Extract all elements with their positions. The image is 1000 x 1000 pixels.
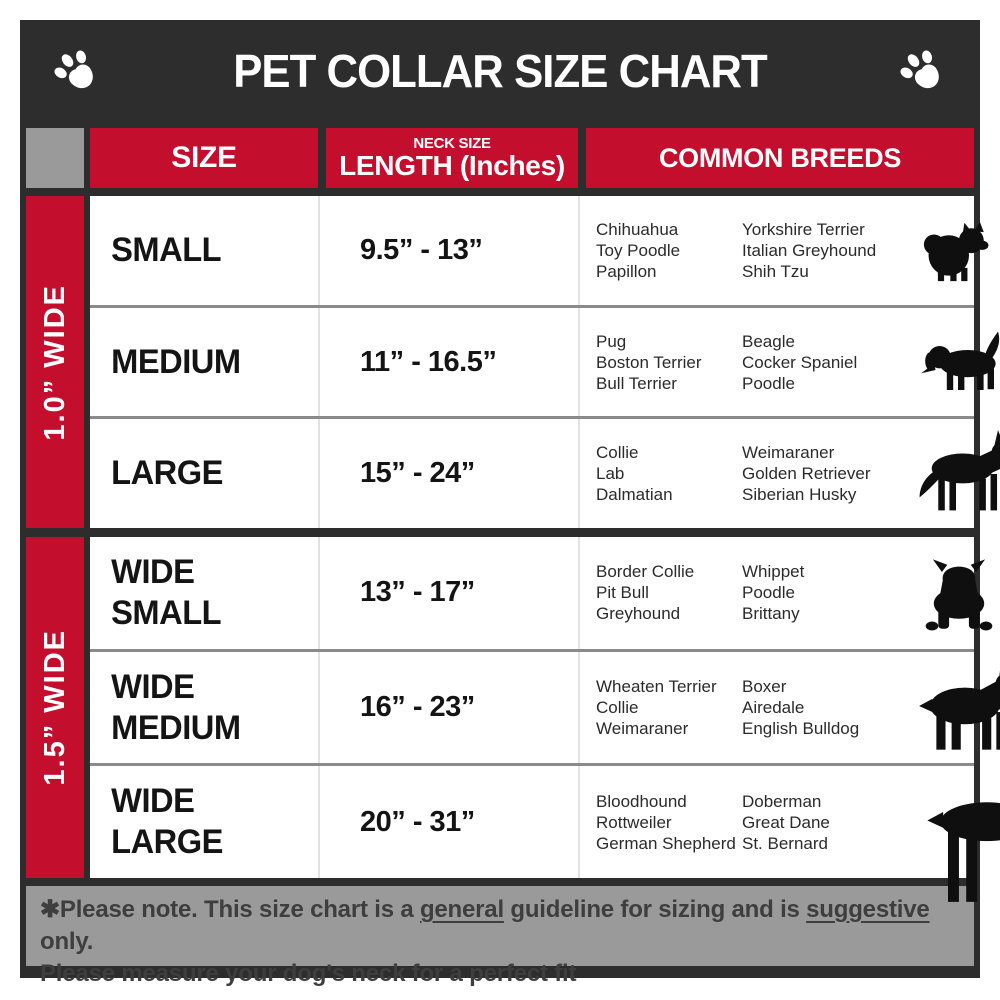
width-band-label: 1.0” WIDE: [38, 283, 71, 441]
corner-spacer: [26, 128, 84, 188]
column-header-length-sub: LENGTH (Inches): [339, 149, 565, 181]
column-header-neck-length: NECK SIZE LENGTH (Inches): [326, 128, 578, 188]
page-title: PET COLLAR SIZE CHART: [233, 45, 768, 97]
table-row: LARGE 15” - 24” Collie Lab Dalmatian Weima…: [90, 416, 974, 528]
neck-length-value: 13” - 17”: [360, 576, 475, 609]
breeds-column-2: Beagle Cocker Spaniel Poodle: [742, 331, 858, 393]
column-divider: [578, 196, 580, 528]
size-label: MEDIUM: [111, 342, 241, 381]
table-row: WIDE MEDIUM 16” - 23” Wheaten Terrier Col…: [90, 648, 974, 764]
column-divider: [578, 537, 580, 878]
section-1-0-wide: SMALL 9.5” - 13” Chihuahua Toy Poodle Papi…: [90, 196, 974, 528]
column-divider: [318, 196, 320, 528]
breeds-column-1: Collie Lab Dalmatian: [596, 443, 673, 505]
german-shepherd-silhouette-icon: [914, 424, 1000, 524]
breeds-cell: Chihuahua Toy Poodle Papillon Yorkshire Te…: [580, 196, 1000, 305]
size-label: SMALL: [111, 230, 222, 269]
size-label: LARGE: [111, 454, 223, 493]
neck-length-value: 20” - 31”: [360, 805, 475, 838]
breeds-column-1: Pug Boston Terrier Bull Terrier: [596, 331, 702, 393]
doberman-silhouette-icon: [914, 740, 1000, 935]
paw-print-icon: [896, 44, 950, 98]
breeds-column-2: Doberman Great Dane St. Bernard: [742, 791, 830, 853]
title-bar: PET COLLAR SIZE CHART: [20, 20, 980, 120]
footer-note-line-1: ✱Please note. This size chart is a gener…: [40, 896, 930, 955]
section-1-5-wide: WIDE SMALL 13” - 17” Border Collie Pit Bu…: [90, 537, 974, 878]
breeds-cell: Bloodhound Rottweiler German Shepherd Dobe…: [580, 766, 1000, 878]
breeds-cell: Wheaten Terrier Collie Weimaraner Boxer Air…: [580, 652, 1000, 764]
breeds-column-1: Chihuahua Toy Poodle Papillon: [596, 219, 681, 281]
breeds-column-1: Wheaten Terrier Collie Weimaraner: [596, 677, 717, 738]
table-row: MEDIUM 11” - 16.5” Pug Boston Terrier Bull…: [90, 304, 974, 417]
neck-length-value: 11” - 16.5”: [360, 345, 497, 378]
size-label: WIDE SMALL: [111, 553, 222, 632]
size-label: WIDE MEDIUM: [111, 667, 241, 747]
neck-length-value: 15” - 24”: [360, 457, 475, 490]
width-band-1-0-inch: 1.0” WIDE: [26, 196, 84, 528]
breeds-cell: Border Collie Pit Bull Greyhound Whippet Po…: [580, 537, 1000, 649]
column-divider: [318, 537, 320, 878]
column-header-neck-size-sub: NECK SIZE: [413, 134, 491, 152]
table-row: SMALL 9.5” - 13” Chihuahua Toy Poodle Papi…: [90, 196, 974, 305]
pomeranian-silhouette-icon: [914, 215, 996, 285]
breeds-column-2: Whippet Poodle Brittany: [742, 562, 805, 624]
table-row: WIDE LARGE 20” - 31” Bloodhound Rottweile…: [90, 763, 974, 878]
neck-length-value: 9.5” - 13”: [360, 233, 483, 266]
size-chart-card: PET COLLAR SIZE CHART SIZE NECK SIZE LEN…: [20, 20, 980, 987]
width-band-1-5-inch: 1.5” WIDE: [26, 537, 84, 878]
breeds-column-2: Boxer Airedale English Bulldog: [742, 677, 860, 738]
breeds-column-1: Border Collie Pit Bull Greyhound: [596, 562, 695, 624]
size-label: WIDE LARGE: [111, 782, 223, 862]
breeds-column-1: Bloodhound Rottweiler German Shepherd: [596, 791, 736, 853]
beagle-silhouette-icon: [914, 322, 1000, 402]
width-band-label: 1.5” WIDE: [38, 629, 71, 786]
table-row: WIDE SMALL 13” - 17” Border Collie Pit Bu…: [90, 537, 974, 649]
column-header-common-breeds: COMMON BREEDS: [586, 128, 974, 188]
breeds-column-2: Weimaraner Golden Retriever Siberian Husky: [742, 443, 871, 505]
breeds-column-2: Yorkshire Terrier Italian Greyhound Shih T…: [742, 219, 877, 281]
footer-note-line-2: Please measure your dog's neck for a per…: [40, 960, 577, 987]
bulldog-silhouette-icon: [914, 547, 1000, 642]
breeds-cell: Pug Boston Terrier Bull Terrier Beagle Cock…: [580, 308, 1000, 417]
neck-length-value: 16” - 23”: [360, 691, 475, 723]
footer-note: ✱Please note. This size chart is a gener…: [26, 886, 974, 987]
breeds-cell: Collie Lab Dalmatian Weimaraner Golden Retr…: [580, 419, 1000, 528]
column-header-size: SIZE: [90, 128, 318, 188]
